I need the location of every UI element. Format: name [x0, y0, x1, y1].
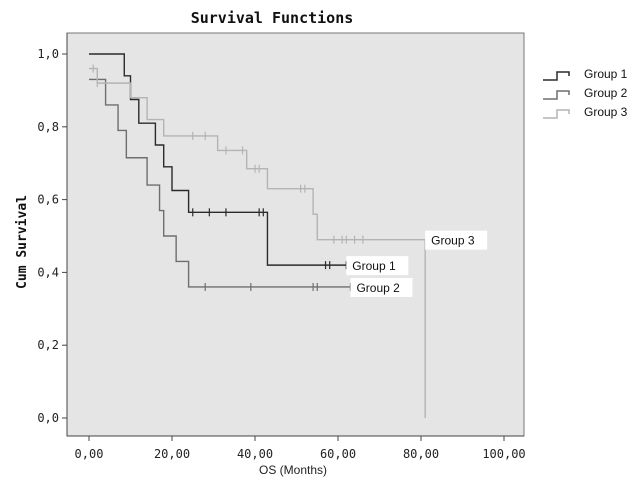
legend-item-group-1: Group 1	[543, 67, 628, 81]
y-axis-ticks: 0,0 0,2 0,4 0,6 0,8 1,0	[37, 47, 67, 425]
x-tick-label: 40,00	[237, 447, 273, 461]
curve-label-text: Group 3	[431, 234, 475, 248]
group-1-survival-line	[89, 53, 347, 266]
y-tick-label: 0,8	[37, 120, 59, 134]
x-tick-label: 60,00	[320, 447, 356, 461]
curve-label-text: Group 2	[356, 281, 400, 295]
series-layer	[89, 53, 426, 418]
legend-swatch	[543, 109, 570, 119]
legend-swatch	[543, 90, 570, 100]
legend-label: Group 2	[584, 86, 628, 100]
y-tick-label: 1,0	[37, 47, 59, 61]
chart-title: Survival Functions	[191, 9, 354, 27]
curve-label-text: Group 1	[352, 259, 396, 273]
legend-item-group-3: Group 3	[543, 105, 628, 119]
legend-label: Group 1	[584, 67, 628, 81]
y-axis-label: Cum Survival	[15, 195, 30, 289]
legend: Group 1 Group 2 Group 3	[543, 67, 628, 119]
x-tick-label: 80,00	[403, 447, 439, 461]
y-tick-label: 0,2	[37, 338, 59, 352]
x-axis-ticks: 0,00 20,00 40,00 60,00 80,00 100,00	[75, 436, 526, 461]
group-3-survival-line	[89, 67, 426, 418]
curve-label-group-2: Group 2	[350, 277, 413, 297]
legend-label: Group 3	[584, 105, 628, 119]
x-tick-label: 20,00	[154, 447, 190, 461]
x-tick-label: 100,00	[482, 447, 525, 461]
curve-label-group-1: Group 1	[346, 256, 409, 276]
curve-labels: Group 3 Group 1 Group 2	[346, 230, 488, 297]
y-tick-label: 0,0	[37, 411, 59, 425]
group-2-survival-line	[89, 78, 351, 288]
legend-item-group-2: Group 2	[543, 86, 628, 100]
curve-label-group-3: Group 3	[425, 230, 488, 250]
y-tick-label: 0,6	[37, 193, 59, 207]
y-tick-label: 0,4	[37, 265, 59, 279]
x-axis-label: OS (Months)	[259, 463, 327, 477]
legend-swatch	[543, 71, 570, 81]
x-tick-label: 0,00	[75, 447, 104, 461]
